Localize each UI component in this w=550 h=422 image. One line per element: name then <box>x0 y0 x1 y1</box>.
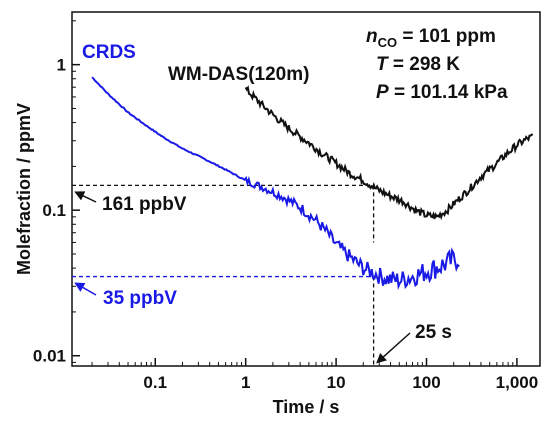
y-axis-ticks: 0.01 0.1 1 <box>33 20 80 366</box>
x-axis-title: Time / s <box>273 397 340 417</box>
crds-series-label: CRDS <box>82 42 136 63</box>
label-35-ppbv: 35 ppbV <box>103 288 177 309</box>
y-tick-label: 0.01 <box>33 347 66 366</box>
y-tick-label: 0.1 <box>42 201 66 220</box>
condition-n-co: nCO = 101 ppm <box>366 26 496 50</box>
wmdas-series-label: WM-DAS(120m) <box>168 64 309 85</box>
condition-pressure: P = 101.14 kPa <box>376 82 508 103</box>
y-tick-label: 1 <box>57 56 66 75</box>
x-tick-label: 10 <box>327 373 346 392</box>
x-tick-label: 1 <box>241 373 250 392</box>
plot-frame <box>71 11 541 367</box>
x-axis-ticks: 0.1 1 10 100 1,000 <box>91 358 539 392</box>
x-tick-label: 1,000 <box>496 373 539 392</box>
x-tick-label: 0.1 <box>143 373 167 392</box>
arrow-35-ppbv <box>74 282 97 296</box>
label-161-ppbv: 161 ppbV <box>102 194 187 215</box>
arrow-161-ppbv <box>74 191 97 203</box>
series-crds-line <box>91 76 460 291</box>
x-tick-label: 100 <box>412 373 440 392</box>
arrow-25-s <box>376 332 411 364</box>
condition-temperature: T = 298 K <box>376 54 460 75</box>
label-25-s: 25 s <box>415 322 452 343</box>
series-wmdas-line <box>244 85 534 221</box>
y-axis-title: Molefraction / ppmV <box>14 103 34 275</box>
